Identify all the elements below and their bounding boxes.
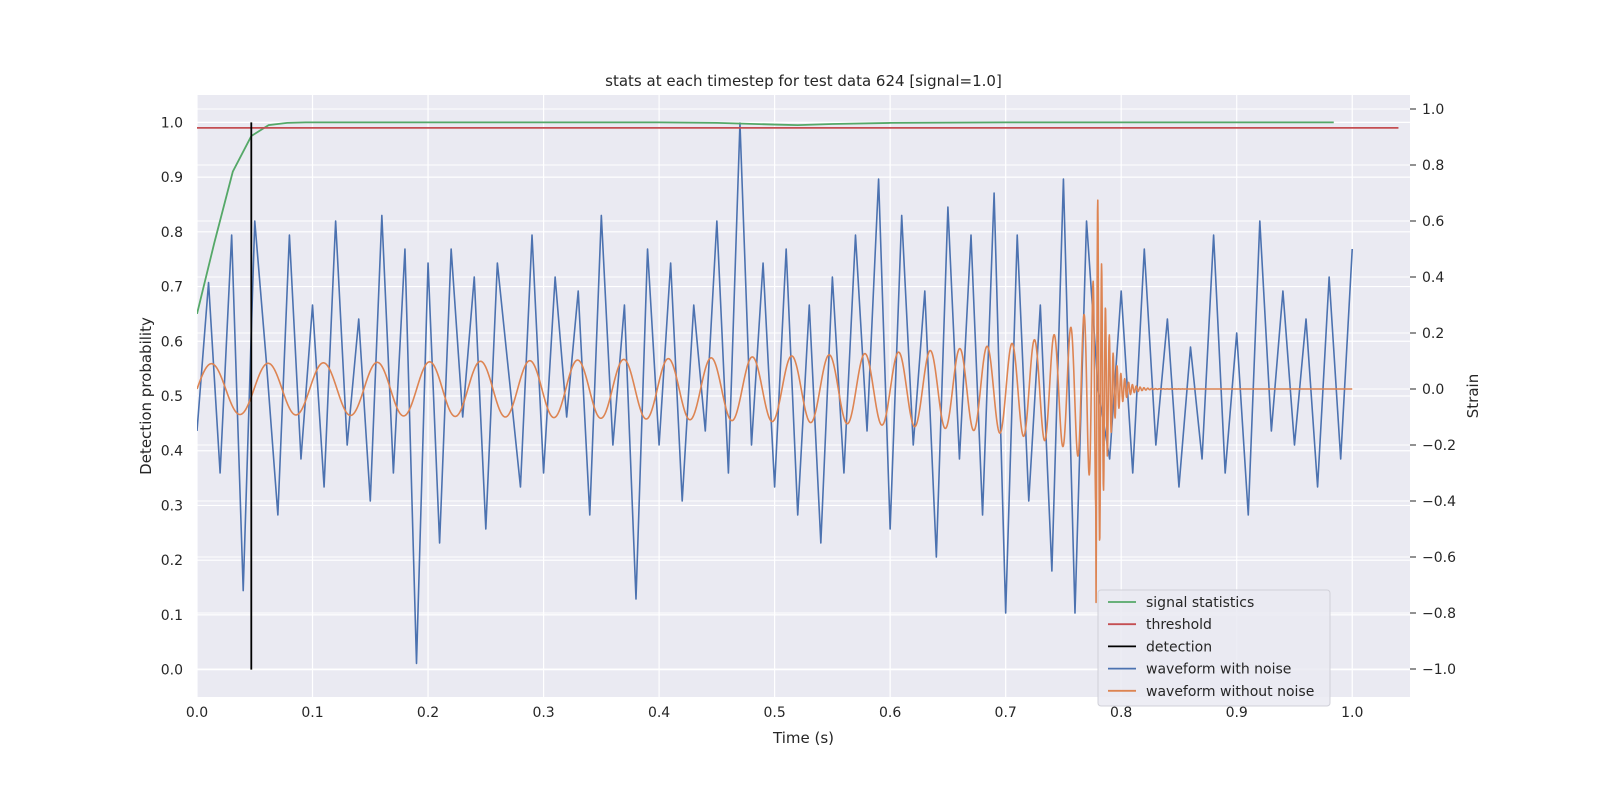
y-tick-label: 0.6 xyxy=(161,334,183,350)
legend-item: waveform without noise xyxy=(1146,684,1314,700)
y-tick-label: 0.9 xyxy=(161,170,183,186)
y-tick-label: 0.4 xyxy=(161,444,183,460)
x-tick-label: 0.6 xyxy=(879,705,901,721)
y-right-tick-label: 0.4 xyxy=(1422,270,1444,286)
x-tick-label: 0.8 xyxy=(1110,705,1132,721)
series-waveform-without-noise xyxy=(197,199,1353,604)
y-right-tick-label: −0.6 xyxy=(1422,550,1456,566)
series-layer xyxy=(197,121,1399,670)
legend-item: detection xyxy=(1146,639,1212,655)
x-tick-label: 0.0 xyxy=(186,705,208,721)
y-right-tick-label: −1.0 xyxy=(1422,662,1456,678)
y-axis-right: −1.0 −0.8 −0.6 −0.4 −0.2 0.0 0.2 0.4 0.6 0.8 1.0 xyxy=(1410,102,1456,678)
y-right-tick-label: −0.2 xyxy=(1422,438,1456,454)
y-tick-label: 0.2 xyxy=(161,553,183,569)
legend-item: signal statistics xyxy=(1146,595,1254,611)
x-tick-label: 1.0 xyxy=(1341,705,1363,721)
y-axis-label: Detection probability xyxy=(137,317,155,475)
chart-title: stats at each timestep for test data 624… xyxy=(605,72,1002,90)
y-right-tick-label: 0.2 xyxy=(1422,326,1444,342)
legend-box xyxy=(1097,589,1331,707)
y-tick-label: 0.0 xyxy=(161,663,183,679)
y-right-tick-label: 0.6 xyxy=(1422,214,1444,230)
y-right-tick-label: −0.4 xyxy=(1422,494,1456,510)
legend-item: threshold xyxy=(1146,617,1212,633)
x-tick-label: 0.7 xyxy=(995,705,1017,721)
y-axis-right-label: Strain xyxy=(1464,374,1482,418)
x-tick-label: 0.5 xyxy=(763,705,785,721)
y-right-tick-label: 1.0 xyxy=(1422,102,1444,118)
y-tick-label: 0.7 xyxy=(161,280,183,296)
y-tick-label: 0.1 xyxy=(161,608,183,624)
y-right-tick-label: 0.8 xyxy=(1422,158,1444,174)
y-tick-label: 1.0 xyxy=(161,115,183,131)
x-tick-label: 0.4 xyxy=(648,705,670,721)
x-tick-label: 0.1 xyxy=(301,705,323,721)
x-tick-label: 0.3 xyxy=(532,705,554,721)
x-axis: 0.0 0.1 0.2 0.3 0.4 0.5 0.6 0.7 0.8 0.9 1.0 xyxy=(186,705,1364,721)
legend: signal statistics threshold detection wavef… xyxy=(1097,589,1331,707)
x-tick-label: 0.9 xyxy=(1226,705,1248,721)
y-tick-label: 0.3 xyxy=(161,498,183,514)
x-axis-label: Time (s) xyxy=(772,729,834,747)
x-tick-label: 0.2 xyxy=(417,705,439,721)
y-axis-left: 0.0 0.1 0.2 0.3 0.4 0.5 0.6 0.7 0.8 0.9 1.0 xyxy=(161,115,183,678)
y-right-tick-label: −0.8 xyxy=(1422,606,1456,622)
y-tick-label: 0.5 xyxy=(161,389,183,405)
legend-item: waveform with noise xyxy=(1146,662,1291,678)
y-right-tick-label: 0.0 xyxy=(1422,382,1444,398)
y-tick-label: 0.8 xyxy=(161,225,183,241)
grid xyxy=(196,95,1410,697)
